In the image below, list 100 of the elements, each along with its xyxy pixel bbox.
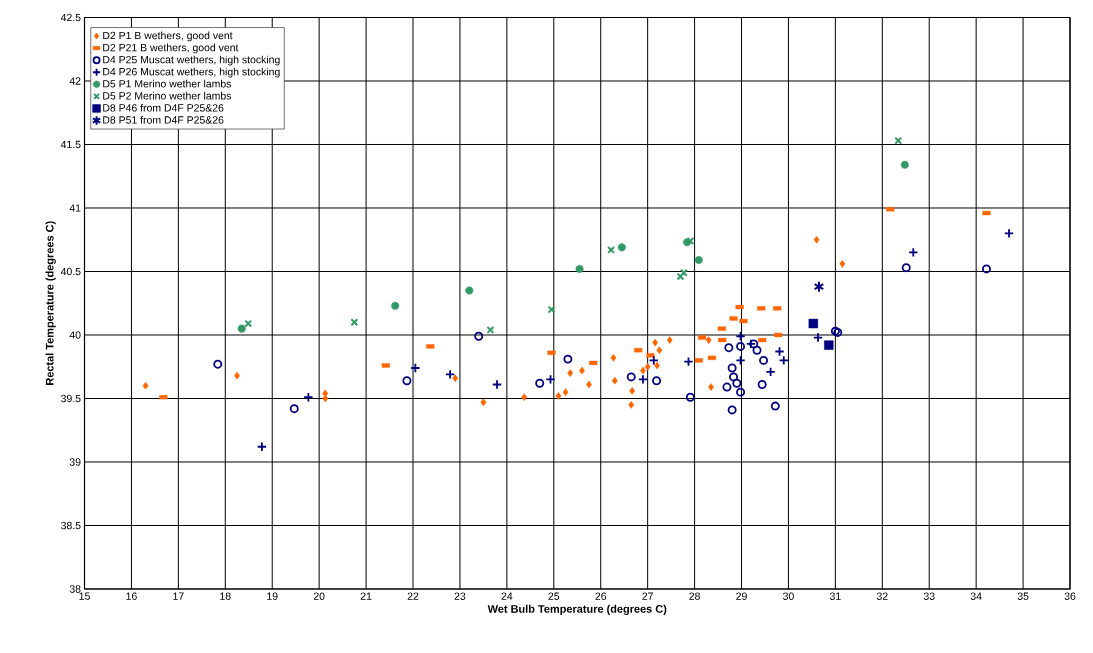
point	[402, 376, 412, 386]
point	[289, 404, 299, 414]
x-tick-label: 28	[689, 592, 700, 600]
point	[244, 319, 253, 328]
y-axis-title: Rectal Temperature (degrees C)	[45, 221, 56, 385]
y-tick-label: 39.5	[61, 394, 81, 403]
point	[705, 336, 712, 344]
y-tick-label: 42	[69, 77, 81, 85]
point	[567, 369, 574, 377]
point	[749, 339, 759, 349]
legend-label: D5 P1 Merino wether lambs	[103, 79, 232, 88]
y-tick-label: 40	[69, 331, 81, 339]
point	[656, 346, 663, 355]
x-tick-label: 35	[1017, 592, 1029, 600]
point	[708, 383, 714, 391]
point	[900, 160, 909, 169]
point	[765, 366, 776, 377]
point	[759, 355, 769, 365]
x-tick-label: 24	[501, 592, 513, 600]
point	[322, 394, 329, 403]
point	[611, 376, 618, 385]
legend-label: D8 P46 from D4F P25&26	[103, 103, 224, 112]
x-tick-label: 26	[595, 592, 607, 600]
point	[474, 331, 484, 341]
point	[770, 401, 780, 411]
point	[142, 382, 149, 390]
point	[410, 362, 421, 374]
point	[452, 374, 459, 382]
point	[610, 354, 617, 362]
point	[617, 243, 626, 252]
x-tick-label: 21	[360, 592, 372, 600]
x-tick-label: 19	[267, 592, 278, 600]
point	[652, 376, 662, 386]
x-tick-label: 23	[454, 592, 466, 600]
x-tick-label: 17	[173, 592, 184, 600]
x-tick-label: 30	[783, 592, 794, 600]
legend-label: D4 P26 Muscat wethers, high stocking	[103, 67, 280, 78]
y-tick-label: 39	[69, 458, 81, 466]
point	[736, 387, 746, 397]
point	[727, 363, 737, 373]
x-tick-label: 36	[1064, 592, 1076, 600]
point	[521, 393, 528, 401]
point	[808, 318, 818, 329]
point	[757, 380, 767, 389]
x-tick-label: 15	[79, 592, 90, 600]
legend-label: D4 P25 Muscat wethers, high stocking	[103, 55, 280, 66]
x-axis-title: Wet Bulb Temperature (degrees C)	[487, 604, 667, 616]
point	[901, 263, 911, 273]
point	[752, 345, 762, 355]
point	[626, 372, 636, 382]
point	[256, 441, 267, 452]
point	[303, 392, 314, 403]
point	[563, 354, 573, 364]
point	[648, 355, 659, 366]
point	[778, 355, 789, 366]
y-tick-label: 40.5	[60, 267, 81, 276]
x-tick-label: 29	[736, 592, 747, 600]
point	[722, 382, 732, 392]
x-tick-label: 16	[126, 592, 137, 600]
point	[652, 338, 659, 347]
point	[465, 286, 474, 295]
y-tick-label: 41.5	[60, 140, 81, 149]
point	[981, 264, 991, 274]
point	[575, 264, 584, 273]
point	[824, 340, 834, 350]
point	[480, 398, 487, 407]
point	[813, 235, 820, 244]
point	[535, 378, 545, 388]
y-tick-label: 38	[69, 585, 81, 593]
point	[839, 260, 846, 268]
point	[694, 256, 703, 265]
point	[629, 387, 636, 395]
point	[213, 359, 223, 369]
legend-label: D2 P21 B wethers, good vent	[103, 43, 239, 54]
x-tick-label: 25	[548, 592, 560, 600]
x-tick-label: 27	[642, 592, 653, 600]
y-tick-label: 41	[69, 204, 81, 212]
point	[813, 280, 825, 293]
point	[607, 245, 616, 254]
point	[666, 336, 673, 344]
legend-label: D5 P2 Merino wether lambs	[103, 91, 232, 100]
point	[547, 305, 556, 314]
point	[391, 301, 400, 310]
y-tick-label: 38.5	[61, 521, 81, 530]
x-tick-label: 34	[970, 592, 982, 600]
point	[445, 369, 456, 380]
point	[562, 388, 569, 396]
point	[727, 405, 737, 415]
legend-label: D2 P1 B wethers, good vent	[103, 31, 233, 42]
point	[628, 401, 635, 409]
x-tick-label: 33	[923, 592, 935, 600]
point	[644, 362, 651, 371]
x-tick-label: 20	[313, 592, 325, 600]
x-tick-label: 32	[876, 592, 888, 600]
legend-label: D8 P51 from D4F P25&26	[103, 115, 224, 124]
x-tick-label: 22	[407, 592, 419, 600]
point	[732, 378, 742, 388]
x-tick-label: 31	[829, 592, 841, 600]
point	[350, 318, 359, 327]
point	[724, 343, 734, 353]
